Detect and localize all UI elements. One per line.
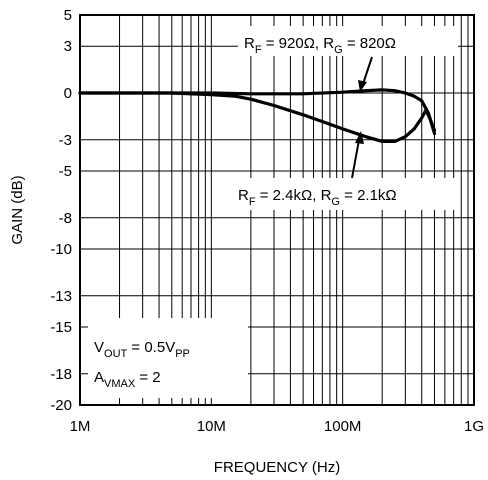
y-tick-label: -5 <box>59 163 72 180</box>
plot-frame <box>79 14 475 406</box>
series-label-1-rsub: F <box>255 44 262 56</box>
y-tick-label: -8 <box>59 210 72 227</box>
series-1-leader-line <box>362 56 373 85</box>
y-tick-label: 0 <box>64 85 72 102</box>
series-label-2-val: = 2.4kΩ, <box>256 187 321 204</box>
series-label-1-r2sub: G <box>334 44 343 56</box>
series-label-2-r2: R <box>321 187 332 204</box>
y-tick-label: -15 <box>50 319 72 336</box>
series-1-arrowhead <box>358 80 367 92</box>
series-label-2-val2: = 2.1kΩ <box>340 187 397 204</box>
series-label-2-rsub: F <box>249 196 256 208</box>
y-tick-label: -20 <box>50 397 72 414</box>
y-tick-labels: 5 3 0 -3 -5 -8 -10 -13 -15 -18 -20 <box>50 7 72 414</box>
annotation-avmax: AVMAX = 2 <box>94 369 161 390</box>
annotation-avmax-sub: VMAX <box>104 378 136 390</box>
series-label-1-val2: = 820Ω <box>343 35 396 52</box>
x-tick-labels: 1M 10M 100M 1G <box>70 418 484 435</box>
y-tick-label: -13 <box>50 288 72 305</box>
series-label-1: RF = 920Ω, RG = 820Ω <box>244 35 396 56</box>
x-tick-label: 100M <box>324 418 362 435</box>
y-tick-label: 5 <box>64 7 72 24</box>
series-2-arrowhead <box>355 131 364 144</box>
series-line-1 <box>78 88 437 136</box>
x-tick-label: 1G <box>464 418 484 435</box>
label-box-conditions <box>88 318 248 398</box>
annotation-vout-val: = 0.5V <box>127 339 175 356</box>
y-tick-label: -18 <box>50 366 72 383</box>
label-box-top <box>238 26 458 56</box>
x-axis-title: FREQUENCY (Hz) <box>214 459 340 476</box>
annotation-vout-pp: PP <box>175 348 190 360</box>
y-tick-label: -10 <box>50 241 72 258</box>
y-tick-label: 3 <box>64 38 72 55</box>
series-label-1-r: R <box>244 35 255 52</box>
series-label-2-r: R <box>238 187 249 204</box>
annotation-avmax-val: = 2 <box>135 369 160 386</box>
annotation-vout-sub: OUT <box>104 348 128 360</box>
x-tick-label: 1M <box>70 418 91 435</box>
annotation-vout: VOUT = 0.5VPP <box>94 339 190 360</box>
series-label-2-r2sub: G <box>331 196 340 208</box>
annotation-vout-v: V <box>94 339 104 356</box>
x-tick-label: 10M <box>197 418 226 435</box>
series-line-2 <box>78 91 437 143</box>
series-label-2: RF = 2.4kΩ, RG = 2.1kΩ <box>238 187 397 208</box>
series-label-1-val: = 920Ω, <box>262 35 324 52</box>
series-2-leader-line <box>351 139 360 179</box>
series-label-1-r2: R <box>323 35 334 52</box>
series-lines <box>78 88 437 143</box>
y-axis-title: GAIN (dB) <box>9 175 26 244</box>
label-box-bottom <box>232 178 460 210</box>
annotation-avmax-a: A <box>94 369 104 386</box>
y-tick-label: -3 <box>59 132 72 149</box>
